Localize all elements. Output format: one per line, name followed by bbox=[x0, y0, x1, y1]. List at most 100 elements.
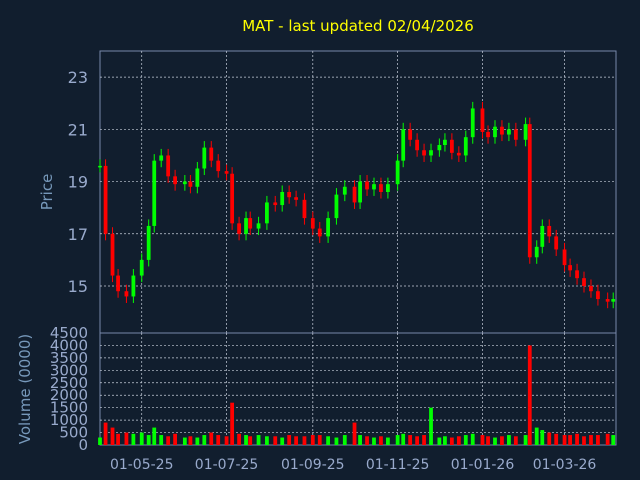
volume-bar bbox=[582, 436, 586, 445]
volume-bar bbox=[513, 436, 518, 445]
price-y-tick-label: 19 bbox=[68, 173, 88, 192]
candle-body bbox=[352, 186, 357, 203]
volume-bar bbox=[507, 435, 511, 445]
candle-body bbox=[554, 236, 559, 250]
volume-bar bbox=[166, 436, 171, 445]
x-tick-label: 01-07-25 bbox=[195, 457, 259, 473]
volume-bar bbox=[395, 435, 400, 445]
volume-bar bbox=[562, 435, 567, 445]
volume-bar bbox=[317, 435, 322, 445]
volume-bar bbox=[237, 433, 241, 445]
volume-bar bbox=[523, 435, 528, 445]
volume-bar bbox=[195, 437, 200, 445]
price-axis-label: Price bbox=[38, 174, 56, 211]
candle-body bbox=[449, 139, 454, 153]
volume-bar bbox=[540, 430, 545, 445]
candle-body bbox=[273, 202, 278, 206]
x-tick-labels: 01-05-25 01-07-25 01-09-25 01-11-25 01-01-26… bbox=[110, 457, 596, 473]
volume-y-tick-label: 2000 bbox=[50, 386, 88, 404]
candle-body bbox=[365, 181, 369, 190]
candle-body bbox=[188, 181, 193, 187]
volume-bar bbox=[372, 437, 376, 445]
volume-bar bbox=[265, 436, 269, 445]
volume-y-tick-label: 4500 bbox=[50, 324, 88, 342]
volume-bar bbox=[358, 435, 362, 445]
volume-plot-frame bbox=[99, 332, 617, 446]
volume-bar bbox=[379, 436, 383, 445]
candle-body bbox=[224, 171, 229, 174]
candle-body bbox=[611, 299, 616, 302]
candle-body bbox=[401, 129, 406, 161]
price-candles bbox=[98, 101, 616, 309]
volume-bar bbox=[209, 432, 214, 445]
candle-body bbox=[408, 129, 413, 140]
candle-body bbox=[124, 291, 129, 297]
x-tick-label: 01-01-26 bbox=[451, 457, 515, 473]
volume-bar bbox=[116, 433, 120, 445]
volume-bar bbox=[159, 435, 164, 445]
candle-body bbox=[540, 225, 545, 247]
candle-body bbox=[443, 139, 447, 145]
candle-body bbox=[589, 286, 593, 292]
candle-body bbox=[182, 181, 187, 185]
candle-body bbox=[237, 223, 241, 234]
volume-bar bbox=[173, 433, 177, 445]
volume-bar bbox=[131, 433, 136, 445]
candle-body bbox=[547, 225, 552, 237]
candle-body bbox=[310, 218, 315, 229]
candle-body bbox=[139, 259, 144, 276]
volume-bar bbox=[188, 436, 193, 445]
candle-body bbox=[326, 218, 330, 237]
candle-body bbox=[209, 147, 214, 161]
price-plot-frame bbox=[99, 50, 617, 334]
volume-bar bbox=[216, 435, 221, 445]
volume-bar bbox=[110, 427, 115, 445]
candle-body bbox=[493, 126, 497, 138]
volume-bars bbox=[98, 345, 616, 445]
volume-bar bbox=[139, 432, 144, 445]
volume-y-tick-label: 2500 bbox=[50, 374, 88, 392]
candle-body bbox=[596, 291, 600, 300]
volume-bar bbox=[547, 432, 552, 445]
volume-axis-label: Volume (0000) bbox=[16, 334, 34, 444]
volume-bar bbox=[456, 436, 461, 445]
candle-body bbox=[166, 155, 171, 177]
candle-body bbox=[98, 165, 102, 168]
volume-y-tick-label: 1500 bbox=[50, 399, 88, 417]
volume-bar bbox=[554, 433, 559, 445]
volume-bar bbox=[480, 435, 485, 445]
candle-body bbox=[486, 131, 490, 138]
candle-body bbox=[437, 145, 442, 151]
candle-body bbox=[422, 150, 426, 156]
volume-bar bbox=[202, 435, 207, 445]
volume-bar bbox=[224, 436, 229, 445]
candle-body bbox=[244, 218, 248, 234]
volume-bar bbox=[124, 432, 129, 445]
candle-body bbox=[562, 249, 567, 266]
chart-title: MAT - last updated 02/04/2026 bbox=[242, 17, 474, 35]
volume-bar bbox=[611, 435, 616, 445]
price-panel: 15 17 19 21 23 Price bbox=[38, 50, 617, 334]
volume-y-tick-label: 3500 bbox=[50, 349, 88, 367]
volume-y-tick-label: 500 bbox=[59, 424, 88, 442]
price-y-tick-label: 17 bbox=[68, 225, 88, 244]
volume-bar bbox=[408, 435, 413, 445]
x-tick-label: 01-11-25 bbox=[366, 457, 430, 473]
volume-bar bbox=[326, 436, 330, 445]
volume-bar bbox=[152, 427, 157, 445]
volume-bar bbox=[422, 435, 426, 445]
candle-body bbox=[302, 199, 307, 219]
candle-body bbox=[317, 228, 322, 237]
volume-bar bbox=[287, 435, 292, 445]
price-y-tick-label: 23 bbox=[68, 68, 88, 87]
candle-body bbox=[256, 223, 261, 229]
candle-body bbox=[287, 192, 292, 198]
candle-body bbox=[146, 225, 151, 260]
volume-y-tick-label: 3000 bbox=[50, 361, 88, 379]
candle-body bbox=[248, 218, 253, 229]
volume-bar bbox=[443, 436, 447, 445]
volume-bar bbox=[310, 435, 315, 445]
volume-bar bbox=[596, 435, 600, 445]
volume-y-tick-label: 1000 bbox=[50, 411, 88, 429]
candle-body bbox=[342, 186, 347, 195]
